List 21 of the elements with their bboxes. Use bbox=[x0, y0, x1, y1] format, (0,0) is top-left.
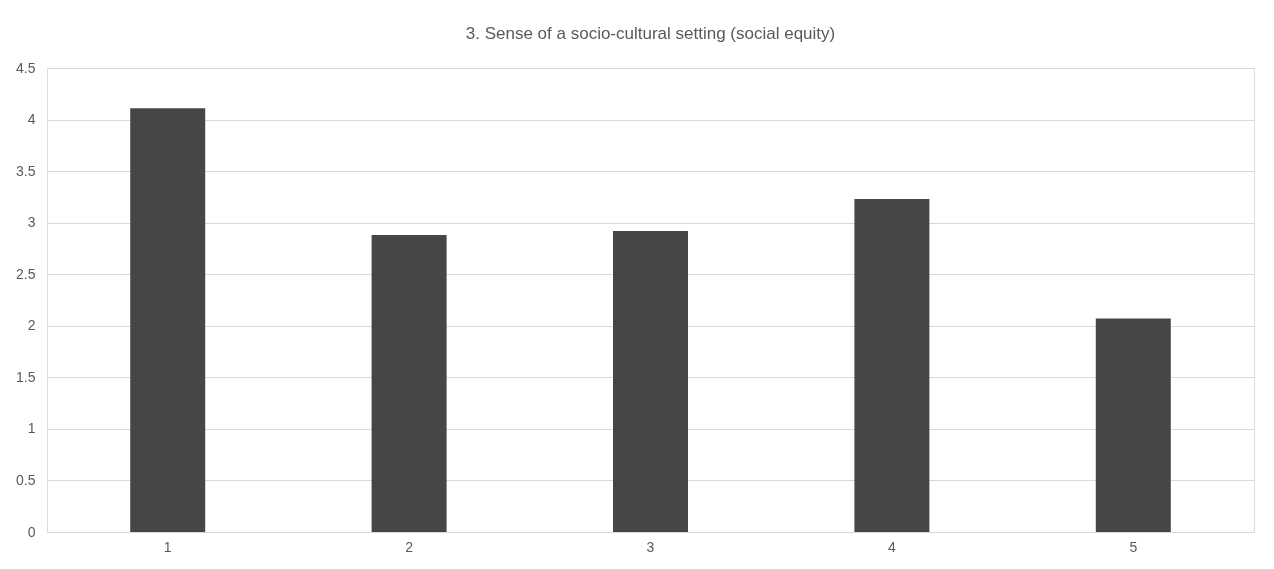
x-tick-label: 1 bbox=[163, 538, 172, 555]
x-tick-label: 4 bbox=[888, 538, 896, 555]
bar bbox=[371, 235, 447, 532]
x-tick-label: 2 bbox=[405, 538, 414, 555]
y-tick-label: 4.5 bbox=[16, 59, 36, 76]
y-tick-label: 1.5 bbox=[16, 368, 36, 385]
x-tick-label: 3 bbox=[646, 538, 655, 555]
y-tick-label: 3.5 bbox=[16, 162, 36, 179]
y-tick-label: 2 bbox=[27, 317, 36, 334]
bar bbox=[854, 198, 930, 532]
y-tick-label: 4 bbox=[27, 111, 36, 128]
chart-title: 3. Sense of a socio-cultural setting (social equity) bbox=[465, 24, 836, 43]
bar bbox=[1095, 318, 1171, 532]
y-tick-label: 1 bbox=[27, 420, 36, 437]
x-tick-label: 5 bbox=[1129, 538, 1138, 555]
y-tick-label: 2.5 bbox=[16, 265, 36, 282]
bar bbox=[130, 108, 206, 532]
y-tick-label: 0.5 bbox=[16, 471, 36, 488]
y-tick-label: 0 bbox=[27, 523, 36, 540]
bar bbox=[613, 230, 688, 532]
y-tick-label: 3 bbox=[27, 214, 36, 231]
